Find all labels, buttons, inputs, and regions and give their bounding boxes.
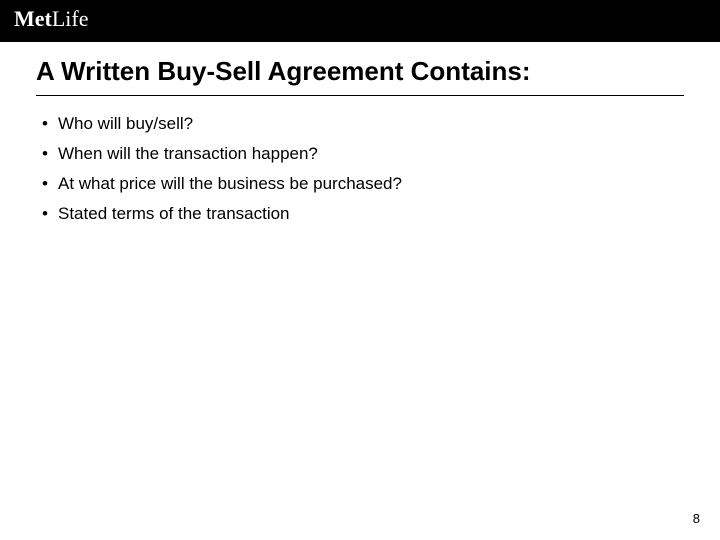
bullet-list: Who will buy/sell? When will the transac… [36,114,684,224]
content-area: A Written Buy-Sell Agreement Contains: W… [0,42,720,224]
metlife-logo: MetLife [14,6,89,32]
logo-met: Met [14,6,52,32]
title-underline [36,95,684,96]
list-item: Who will buy/sell? [42,114,684,134]
page-number: 8 [693,511,700,526]
slide: { "header": { "logo_met": "Met", "logo_l… [0,0,720,540]
page-title: A Written Buy-Sell Agreement Contains: [36,56,684,95]
list-item: When will the transaction happen? [42,144,684,164]
logo-life: Life [52,6,89,32]
list-item: Stated terms of the transaction [42,204,684,224]
header-bar: MetLife [0,0,720,42]
list-item: At what price will the business be purch… [42,174,684,194]
